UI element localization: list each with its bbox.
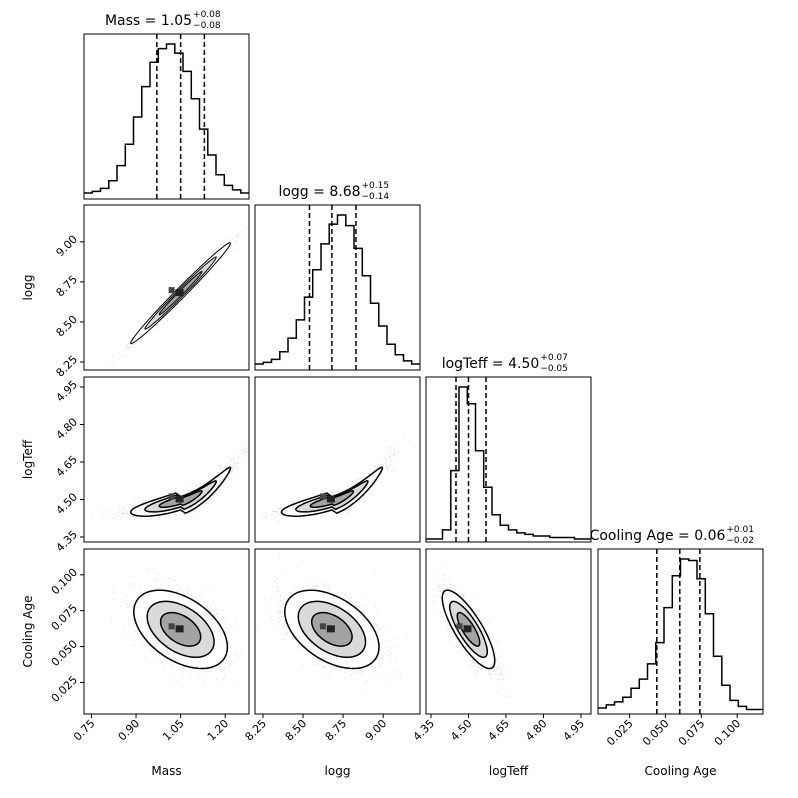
- panel-logg-vs-mass: [111, 228, 248, 363]
- y-tick-label: 8.50: [54, 313, 81, 340]
- x-tick-label: 8.25: [243, 717, 270, 744]
- y-tick-label: 8.25: [54, 353, 81, 380]
- title-equals: =: [678, 528, 694, 544]
- panel-cooling-age-vs-logteff-frame: [425, 548, 592, 715]
- density-cell: [168, 623, 175, 630]
- histogram-steps: [84, 43, 249, 194]
- y-tick-label: 4.95: [54, 378, 81, 405]
- density-peak: [175, 625, 184, 633]
- panel-title-logteff: logTeff = 4.50: [442, 356, 540, 372]
- x-axis-label-cooling-age: Cooling Age: [645, 764, 717, 778]
- x-axis-label-mass: Mass: [151, 764, 181, 778]
- x-tick-label: 4.35: [411, 717, 438, 744]
- y-tick-label: 8.75: [54, 273, 81, 300]
- x-tick-label: 1.05: [160, 717, 187, 744]
- histogram-mass-frame: [83, 33, 250, 200]
- density-peak: [326, 495, 335, 503]
- histogram-logteff: [426, 377, 591, 542]
- title-median: 1.05: [161, 13, 192, 29]
- density-peak: [326, 625, 335, 633]
- panel-cooling-age-vs-mass: [111, 568, 243, 688]
- y-axis-label-cooling-age: Cooling Age: [21, 596, 35, 668]
- title-median: 8.68: [329, 184, 360, 200]
- panel-title-cooling-age: Cooling Age = 0.06: [590, 528, 726, 544]
- panel-cooling-age-vs-logteff: [426, 555, 511, 698]
- y-tick-label: 9.00: [54, 233, 81, 260]
- density-cell: [168, 493, 175, 500]
- x-tick-label: 0.075: [676, 717, 707, 748]
- title-upper-error: +0.15: [362, 181, 390, 191]
- title-param: logTeff: [442, 356, 488, 372]
- y-tick-label: 0.050: [49, 637, 80, 668]
- title-lower-error: −0.05: [540, 364, 568, 374]
- x-tick-label: 4.65: [486, 717, 513, 744]
- x-tick-label: 8.50: [283, 717, 310, 744]
- title-upper-error: +0.01: [726, 525, 754, 535]
- density-cell: [456, 623, 463, 630]
- histogram-cooling-age: [598, 549, 763, 714]
- title-lower-error: −0.02: [726, 536, 754, 546]
- y-tick-label: 4.50: [54, 490, 81, 517]
- panel-logteff-vs-logg-frame: [254, 376, 421, 543]
- histogram-steps: [426, 386, 591, 540]
- x-axis-label-logteff: logTeff: [489, 764, 529, 778]
- panel-title-logg: logg = 8.68: [278, 184, 360, 200]
- x-tick-label: 0.90: [116, 717, 143, 744]
- density-peak: [175, 289, 184, 297]
- title-lower-error: −0.14: [362, 192, 390, 202]
- panel-cooling-age-vs-logg-frame: [254, 548, 421, 715]
- title-upper-error: +0.07: [540, 353, 568, 363]
- histogram-cooling-age-frame: [597, 548, 764, 715]
- density-peak: [463, 625, 472, 633]
- x-tick-label: 4.80: [523, 717, 550, 744]
- title-median: 4.50: [508, 356, 539, 372]
- panel-cooling-age-vs-mass-frame: [83, 548, 250, 715]
- panel-title-mass: Mass = 1.05: [105, 13, 192, 29]
- y-tick-label: 4.35: [54, 528, 81, 555]
- panel-logg-vs-mass-frame: [83, 204, 250, 371]
- x-tick-label: 0.050: [640, 717, 671, 748]
- y-axis-label-logteff: logTeff: [21, 439, 35, 479]
- title-equals: =: [140, 13, 161, 29]
- x-tick-label: 0.025: [604, 717, 635, 748]
- title-param: Cooling Age: [590, 528, 678, 544]
- panel-logteff-vs-logg: [261, 433, 410, 521]
- title-lower-error: −0.08: [193, 21, 221, 31]
- x-tick-label: 0.75: [71, 717, 98, 744]
- y-tick-label: 4.65: [54, 453, 81, 480]
- y-tick-label: 0.100: [49, 566, 80, 597]
- histogram-logg: [255, 205, 420, 370]
- histogram-steps: [255, 214, 420, 365]
- y-axis-label-logg: logg: [21, 275, 35, 301]
- histogram-logg-frame: [254, 204, 421, 371]
- y-tick-label: 0.025: [49, 673, 80, 704]
- panel-cooling-age-vs-logg: [257, 556, 407, 690]
- title-equals: =: [309, 184, 330, 200]
- density-peak: [175, 495, 184, 503]
- y-tick-label: 4.80: [54, 415, 81, 442]
- histogram-mass: [84, 34, 249, 199]
- panel-logteff-vs-mass-frame: [83, 376, 250, 543]
- density-cell: [319, 623, 326, 630]
- title-param: logg: [278, 184, 308, 200]
- x-axis-label-logg: logg: [325, 764, 351, 778]
- panel-logteff-vs-mass: [91, 443, 249, 520]
- x-tick-label: 4.95: [561, 717, 588, 744]
- density-cell: [319, 493, 326, 500]
- title-equals: =: [487, 356, 508, 372]
- density-cell: [168, 287, 175, 294]
- x-tick-label: 1.20: [205, 717, 232, 744]
- title-upper-error: +0.08: [193, 10, 221, 20]
- histogram-logteff-frame: [425, 376, 592, 543]
- title-median: 0.06: [694, 528, 725, 544]
- x-tick-label: 8.75: [323, 717, 350, 744]
- y-tick-label: 0.075: [49, 602, 80, 633]
- x-tick-label: 0.100: [712, 717, 743, 748]
- title-param: Mass: [105, 13, 140, 29]
- x-tick-label: 9.00: [363, 717, 390, 744]
- x-tick-label: 4.50: [448, 717, 475, 744]
